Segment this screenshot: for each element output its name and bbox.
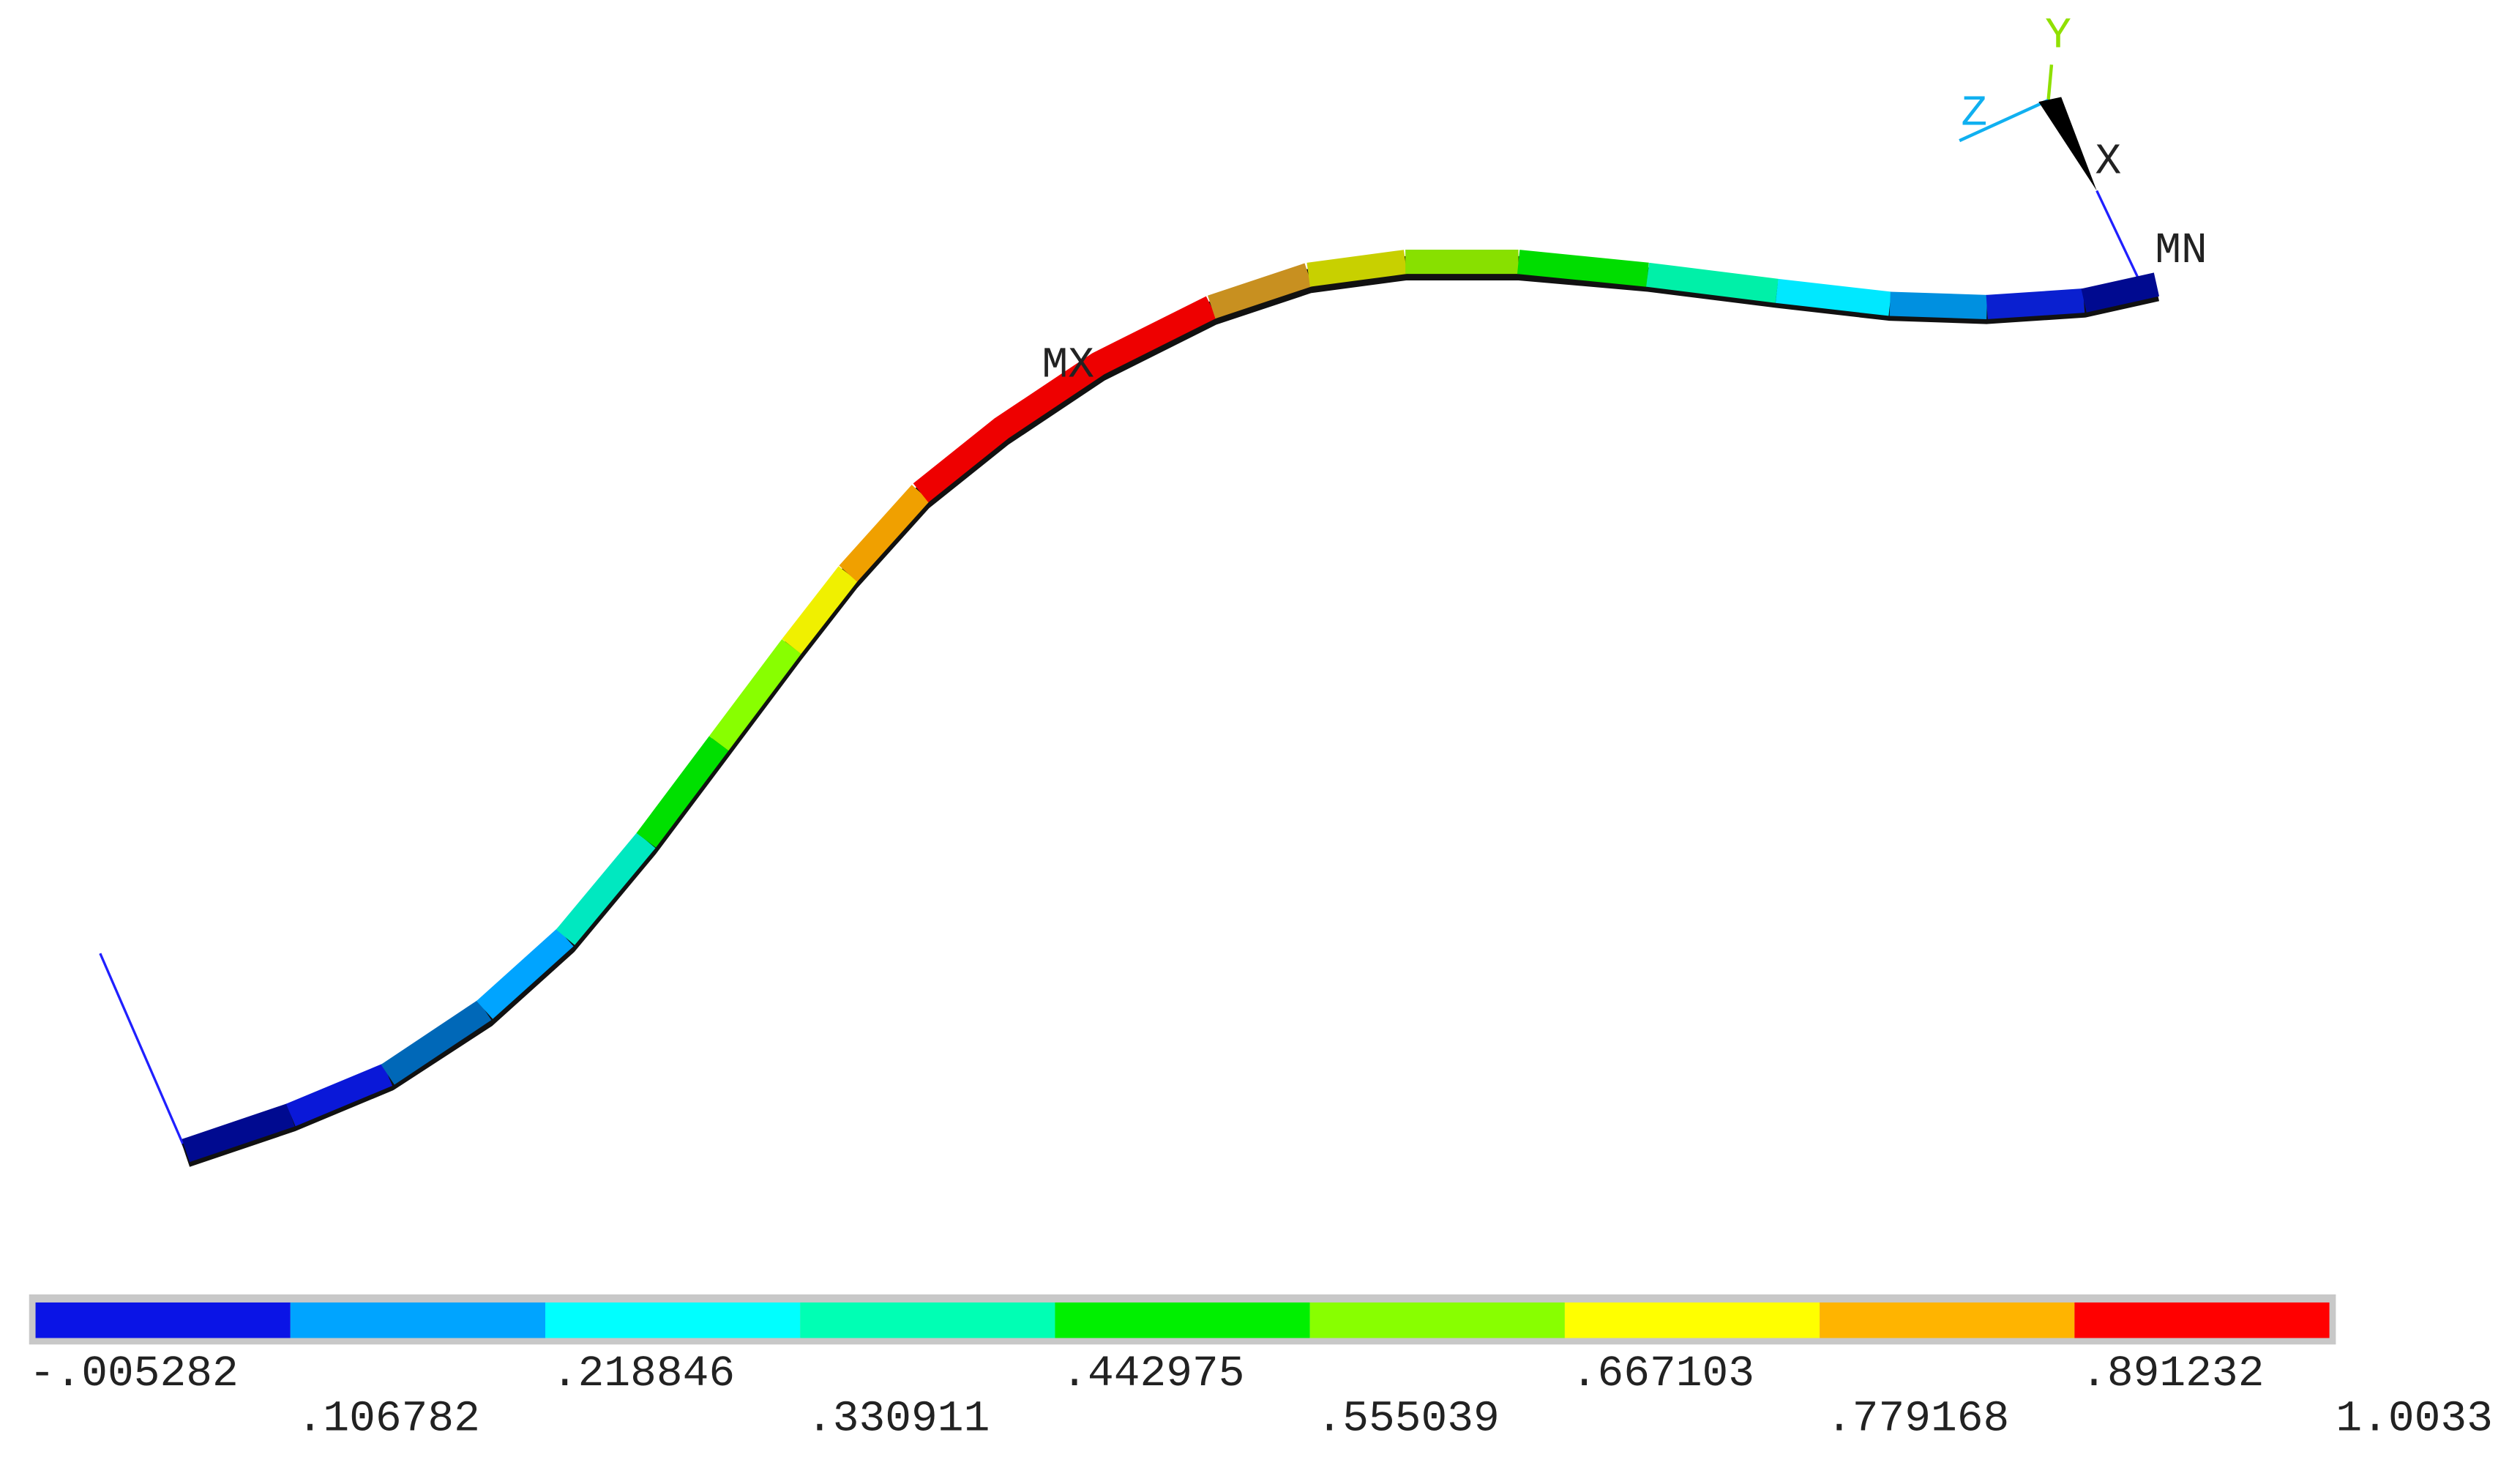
z-axis-line [1959, 98, 2049, 143]
legend-cell [545, 1302, 801, 1338]
beam-segment [1517, 250, 1649, 287]
legend-level: -.005282 [29, 1349, 239, 1398]
legend-level: 1.0033 [2336, 1394, 2493, 1444]
triad-x: X [2095, 137, 2122, 187]
legend-level: .218846 [552, 1349, 735, 1398]
beam-segment [381, 999, 492, 1085]
beam-segment [1208, 263, 1312, 319]
legend-cell [2074, 1302, 2330, 1338]
beam-segment [285, 1063, 393, 1127]
beam-segment [182, 1103, 295, 1163]
max-label: MX [1042, 340, 1095, 390]
beam-segment [782, 566, 858, 655]
legend-cell [1564, 1302, 1820, 1338]
beam-segment [556, 832, 656, 945]
beam-segment [1986, 288, 2085, 319]
legend-cell [1820, 1302, 2075, 1338]
legend-cell [1309, 1302, 1565, 1338]
legend-cell [290, 1302, 546, 1338]
beam-segment [636, 736, 729, 848]
legend-level: .330911 [807, 1394, 990, 1444]
beam-segment [1646, 262, 1779, 303]
beam-segment [476, 928, 574, 1019]
legend-level: .667103 [1571, 1349, 1754, 1398]
x-axis-wedge [2038, 97, 2097, 191]
beam-segment [2081, 272, 2160, 313]
legend-level: .891232 [2081, 1349, 2264, 1398]
legend-level: .555039 [1317, 1394, 1500, 1444]
legend-level: .442975 [1061, 1349, 1244, 1398]
triad-y: Y [2045, 10, 2071, 60]
legend-level: .106782 [297, 1394, 480, 1444]
beam [182, 250, 2160, 1163]
beam-segment [1775, 278, 1892, 316]
boundary-line [99, 953, 187, 1152]
beam-segment [708, 638, 801, 751]
beam-segment [913, 296, 1217, 503]
legend-cell [35, 1302, 291, 1338]
legend-cell [800, 1302, 1055, 1338]
legend-cell [1055, 1302, 1310, 1338]
beam-segment [839, 485, 930, 582]
legend-level: .779168 [1826, 1394, 2009, 1444]
beam-segment [1306, 250, 1407, 287]
min-label: MN [2155, 226, 2207, 275]
beam-segment [1889, 291, 1988, 319]
y-axis-line [2046, 64, 2054, 101]
triad-z: Z [1961, 88, 1987, 138]
legend: -.005282 .106782 .218846 .330911 .442975 .555… [29, 1302, 2493, 1444]
boundary-line [2095, 190, 2142, 284]
